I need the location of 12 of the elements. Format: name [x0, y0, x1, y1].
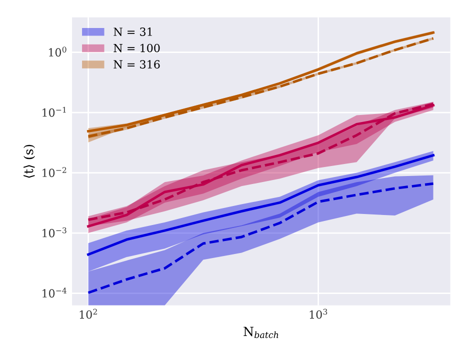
y-tick-label: 10$^{−3}$: [42, 227, 66, 238]
x-axis-title: N$_{batch}$: [244, 326, 278, 338]
legend-label: N = 100: [114, 44, 160, 52]
x-tick-label: 10$^{2}$: [80, 308, 97, 319]
y-tick-label: 10$^{−2}$: [42, 167, 66, 178]
x-tick-label: 10$^{3}$: [310, 308, 328, 319]
legend-label: N = 316: [114, 60, 160, 69]
y-axis-title: ⟨t⟩ (s): [24, 144, 35, 178]
legend-label: N = 31: [114, 28, 152, 36]
y-tick-label: 10$^{0}$: [48, 46, 66, 57]
y-tick-label: 10$^{−1}$: [42, 106, 66, 117]
y-tick-label: 10$^{−4}$: [42, 288, 66, 298]
